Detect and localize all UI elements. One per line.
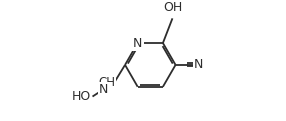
- Text: N: N: [194, 58, 203, 71]
- Text: OH: OH: [163, 1, 182, 14]
- Text: CH: CH: [98, 76, 115, 89]
- Text: N: N: [98, 83, 108, 96]
- Text: HO: HO: [72, 90, 92, 103]
- Text: N: N: [133, 37, 142, 49]
